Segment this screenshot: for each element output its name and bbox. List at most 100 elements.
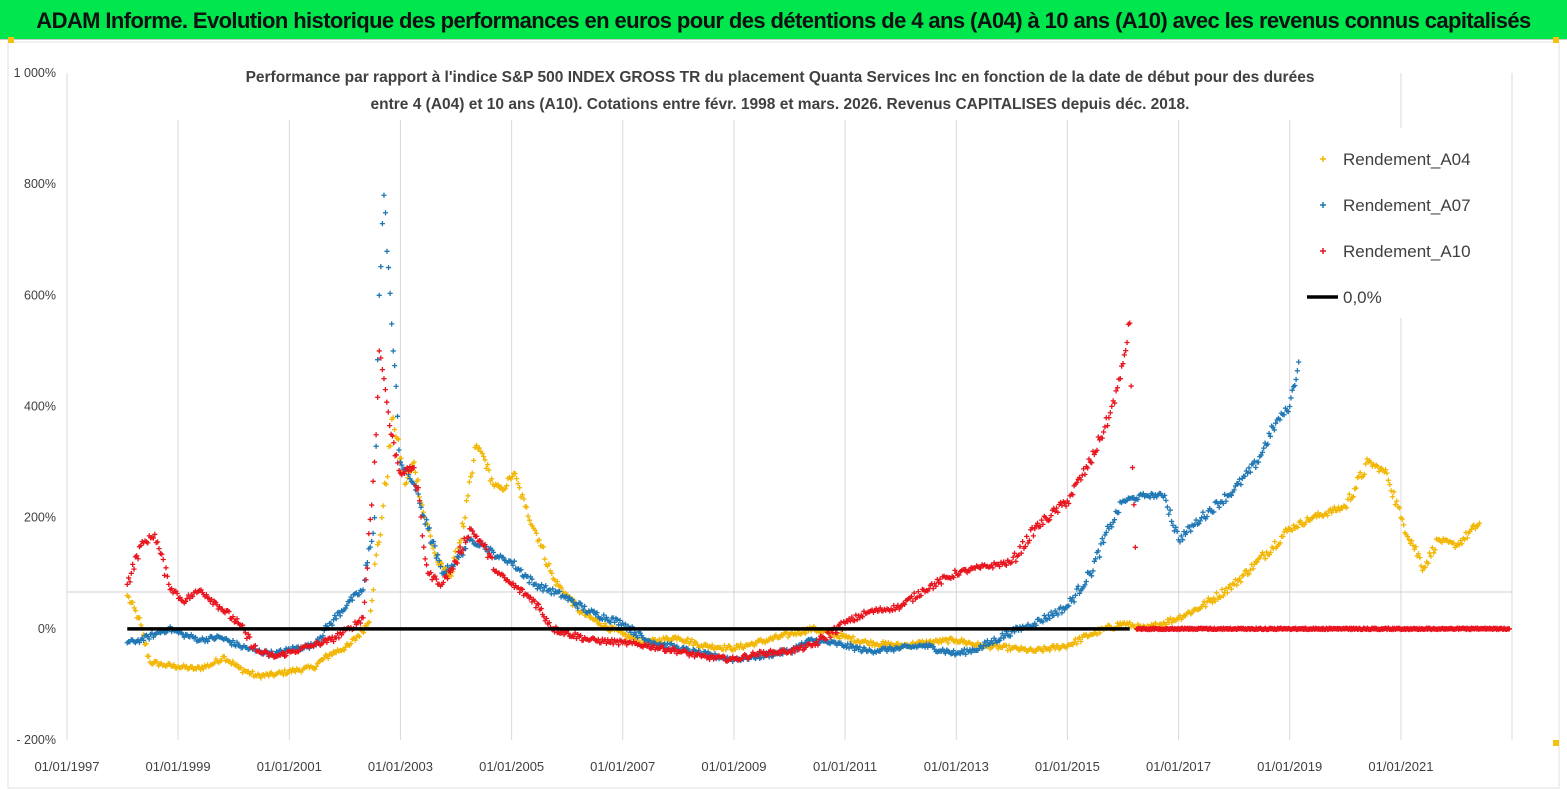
series-Rendement_A10 (124, 320, 1513, 664)
data-point (474, 533, 480, 539)
data-point (525, 513, 531, 519)
data-point (799, 642, 805, 649)
legend-box (1293, 128, 1508, 318)
data-point (1250, 461, 1256, 467)
data-point (983, 643, 989, 649)
data-point (617, 617, 623, 624)
data-point (572, 630, 578, 636)
data-point (171, 662, 177, 668)
data-point (1203, 604, 1209, 610)
data-point (1053, 505, 1060, 511)
data-point (1231, 487, 1237, 493)
data-point (1121, 352, 1127, 358)
chart-title-line-1: Performance par rapport à l'indice S&P 5… (246, 69, 1315, 86)
data-point (938, 639, 944, 645)
data-point (1107, 410, 1113, 416)
series-Rendement_A04 (124, 415, 1483, 681)
data-point (479, 450, 485, 457)
data-point (516, 485, 523, 491)
x-tick-label: 01/01/1997 (34, 759, 99, 774)
data-point (1266, 430, 1272, 437)
data-point (1080, 466, 1087, 472)
data-point (378, 264, 384, 270)
data-point (364, 560, 371, 566)
data-point (1337, 507, 1343, 513)
data-point (1057, 604, 1064, 610)
data-point (1405, 534, 1411, 540)
data-point (527, 594, 534, 600)
data-point (1007, 633, 1014, 639)
data-point (1251, 458, 1258, 464)
data-point (138, 542, 144, 549)
data-point (1063, 503, 1069, 509)
data-point (418, 514, 424, 520)
data-point (141, 637, 147, 644)
data-point (1204, 599, 1210, 605)
data-point (393, 452, 400, 458)
data-point (1271, 427, 1277, 433)
data-point (1415, 551, 1422, 557)
data-point (1363, 461, 1369, 467)
data-point (518, 567, 524, 573)
data-point (1457, 538, 1464, 544)
data-point (124, 581, 130, 587)
legend-label: 0,0% (1343, 288, 1382, 307)
data-point (1082, 471, 1088, 478)
data-point (1070, 595, 1076, 601)
data-point (1164, 504, 1170, 510)
data-point (137, 615, 143, 621)
data-point (437, 564, 444, 570)
data-point (1017, 647, 1023, 653)
data-point (1076, 590, 1083, 596)
data-point (877, 605, 883, 611)
data-point (1123, 347, 1129, 354)
series-Rendement_A07 (124, 192, 1302, 664)
data-point (376, 348, 382, 354)
data-point (755, 653, 761, 659)
data-point (428, 570, 434, 576)
data-point (456, 549, 462, 555)
data-point (366, 531, 372, 537)
data-point (1346, 491, 1352, 497)
data-point (1250, 566, 1256, 572)
data-point (419, 533, 426, 539)
data-point (1476, 520, 1483, 526)
data-point (1098, 541, 1104, 547)
data-point (571, 634, 577, 640)
data-point (364, 565, 371, 571)
data-point (853, 612, 859, 618)
data-point (183, 598, 189, 605)
data-point (181, 662, 187, 668)
data-point (1254, 559, 1260, 565)
x-tick-label: 01/01/2011 (813, 759, 877, 774)
data-point (1074, 586, 1080, 592)
data-point (412, 469, 419, 475)
frame-corner-handle (1553, 740, 1559, 746)
data-point (134, 553, 140, 559)
data-point (1129, 464, 1136, 471)
data-point (847, 641, 854, 647)
data-point (221, 654, 227, 660)
data-point (363, 577, 369, 583)
data-point (540, 544, 546, 550)
data-point (732, 646, 738, 653)
data-point (999, 631, 1005, 637)
y-axis: - 200% 0% 200% 400% 600% 800% 1 000% (14, 66, 56, 747)
data-point (395, 460, 401, 466)
data-point (1385, 477, 1391, 483)
data-point (1106, 526, 1112, 532)
data-point (967, 568, 973, 574)
data-point (778, 650, 784, 657)
data-point (155, 539, 161, 545)
data-point (483, 546, 490, 552)
data-point (1103, 529, 1109, 536)
data-point (511, 558, 517, 564)
data-point (591, 608, 597, 615)
data-point (431, 550, 438, 556)
data-point (361, 599, 368, 605)
data-point (532, 527, 538, 533)
data-point (463, 498, 470, 504)
x-axis: 01/01/1997 01/01/1999 01/01/2001 01/01/2003… (34, 759, 1433, 774)
data-point (834, 630, 840, 636)
data-point (1464, 535, 1470, 541)
